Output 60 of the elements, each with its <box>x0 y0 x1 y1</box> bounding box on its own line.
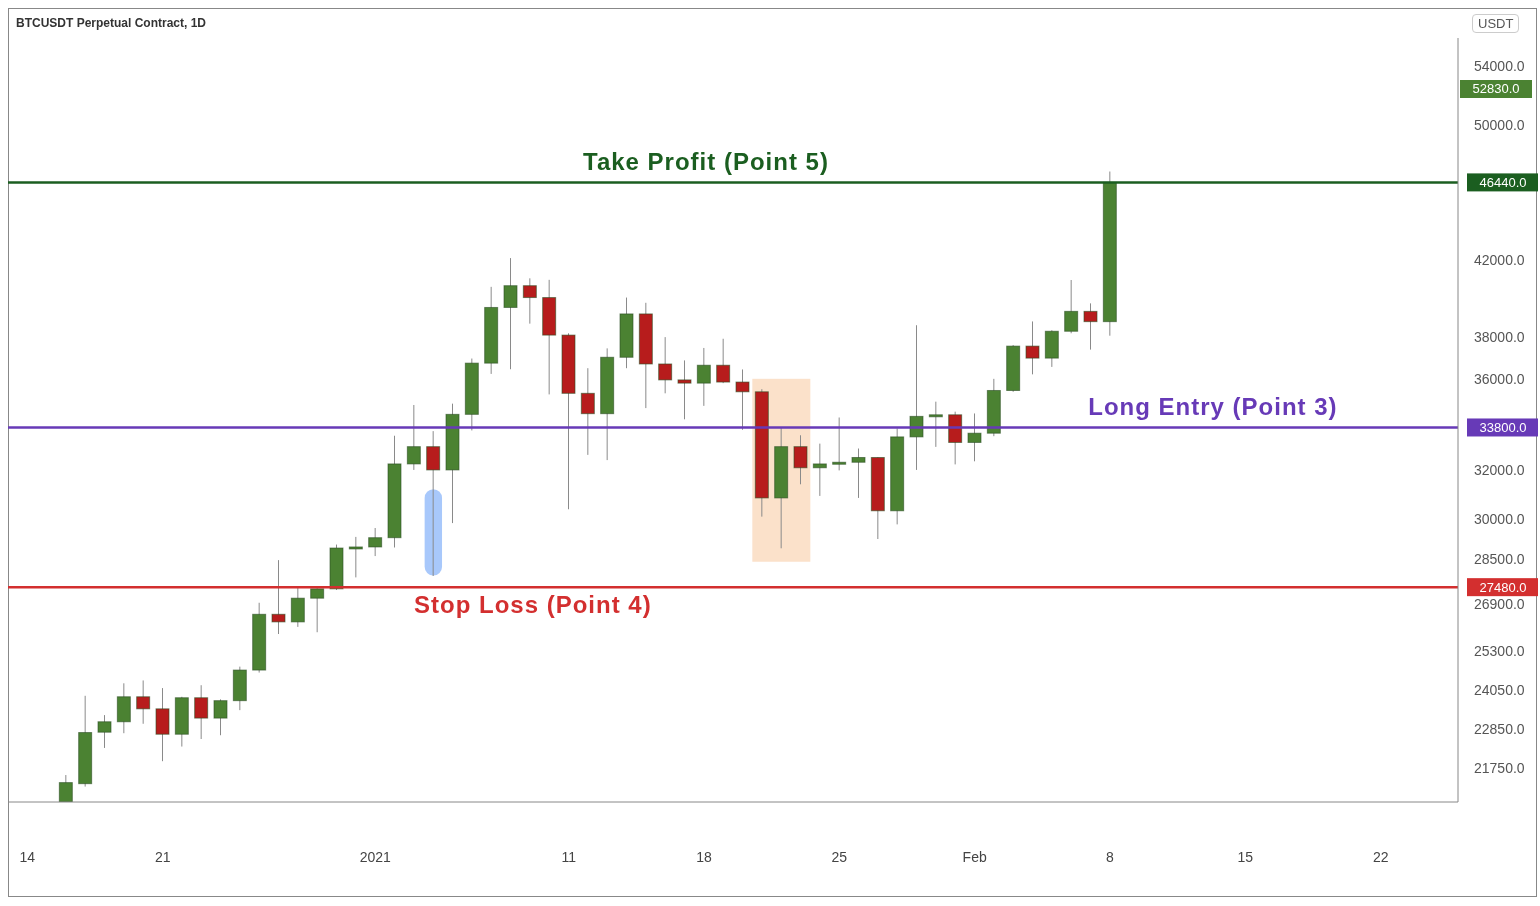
candlestick <box>832 417 847 471</box>
x-tick-label: 21 <box>154 849 171 865</box>
candlestick <box>735 368 750 431</box>
candlestick <box>928 401 943 448</box>
candlestick <box>503 257 518 370</box>
y-tick-label: 25300.0 <box>1474 642 1525 659</box>
x-tick-label: Feb <box>962 849 987 865</box>
candlestick <box>1064 279 1079 334</box>
x-tick-label: 25 <box>831 849 848 865</box>
x-tick-label: 18 <box>696 849 712 865</box>
ref-line-label: Stop Loss (Point 4) <box>414 591 652 619</box>
candlestick <box>677 359 692 420</box>
y-tick-label: 36000.0 <box>1474 370 1525 387</box>
candlestick <box>213 698 228 736</box>
candlestick <box>967 412 982 462</box>
candlestick <box>348 536 363 578</box>
candlestick <box>97 714 112 749</box>
y-tick-label: 28500.0 <box>1474 551 1525 568</box>
y-tick-label: 38000.0 <box>1474 329 1525 346</box>
candlestick <box>271 559 286 635</box>
candlestick <box>1083 302 1098 351</box>
y-tick-label: 30000.0 <box>1474 511 1525 528</box>
y-tick-label: 26900.0 <box>1474 595 1525 612</box>
y-axis-title: USDT <box>1472 14 1520 33</box>
y-tick-label: 54000.0 <box>1474 58 1525 75</box>
candlestick <box>290 585 305 628</box>
candlestick <box>658 336 673 394</box>
x-tick-label: 15 <box>1237 849 1254 865</box>
candlestick <box>812 443 827 497</box>
candlestick <box>406 404 421 471</box>
y-tick-label: 32000.0 <box>1474 461 1525 478</box>
y-tick-label: 46440.0 <box>1479 175 1527 191</box>
x-tick-label: 22 <box>1372 849 1389 865</box>
x-tick-label: 14 <box>19 849 36 865</box>
candlestick <box>522 277 537 325</box>
candlestick <box>194 684 209 740</box>
candlestick <box>851 448 866 499</box>
ref-line-label: Long Entry (Point 3) <box>1088 393 1338 421</box>
candlestick <box>310 587 325 633</box>
y-tick-label: 22850.0 <box>1474 721 1525 738</box>
candlestick <box>368 527 383 557</box>
candlestick <box>1025 320 1040 375</box>
x-tick-label: 2021 <box>359 849 392 865</box>
x-tick-label: 11 <box>561 849 577 865</box>
ref-line-label: Take Profit (Point 5) <box>583 148 829 176</box>
y-tick-label: 27480.0 <box>1479 580 1527 596</box>
candlestick <box>716 338 731 384</box>
y-tick-label: 21750.0 <box>1474 759 1525 776</box>
x-tick-label: 8 <box>1106 849 1115 865</box>
y-tick-label: 50000.0 <box>1474 117 1525 134</box>
candlestick <box>580 367 595 456</box>
y-tick-label: 33800.0 <box>1479 420 1527 436</box>
text: 52830.0 <box>1460 80 1532 98</box>
candlestick <box>909 324 924 471</box>
candlestick <box>136 679 151 725</box>
candlestick <box>696 347 711 407</box>
y-tick-label: 42000.0 <box>1474 251 1525 268</box>
candlestick <box>793 434 808 485</box>
chart-title: BTCUSDT Perpetual Contract, 1D <box>16 16 207 30</box>
y-tick-label: 24050.0 <box>1474 682 1525 699</box>
